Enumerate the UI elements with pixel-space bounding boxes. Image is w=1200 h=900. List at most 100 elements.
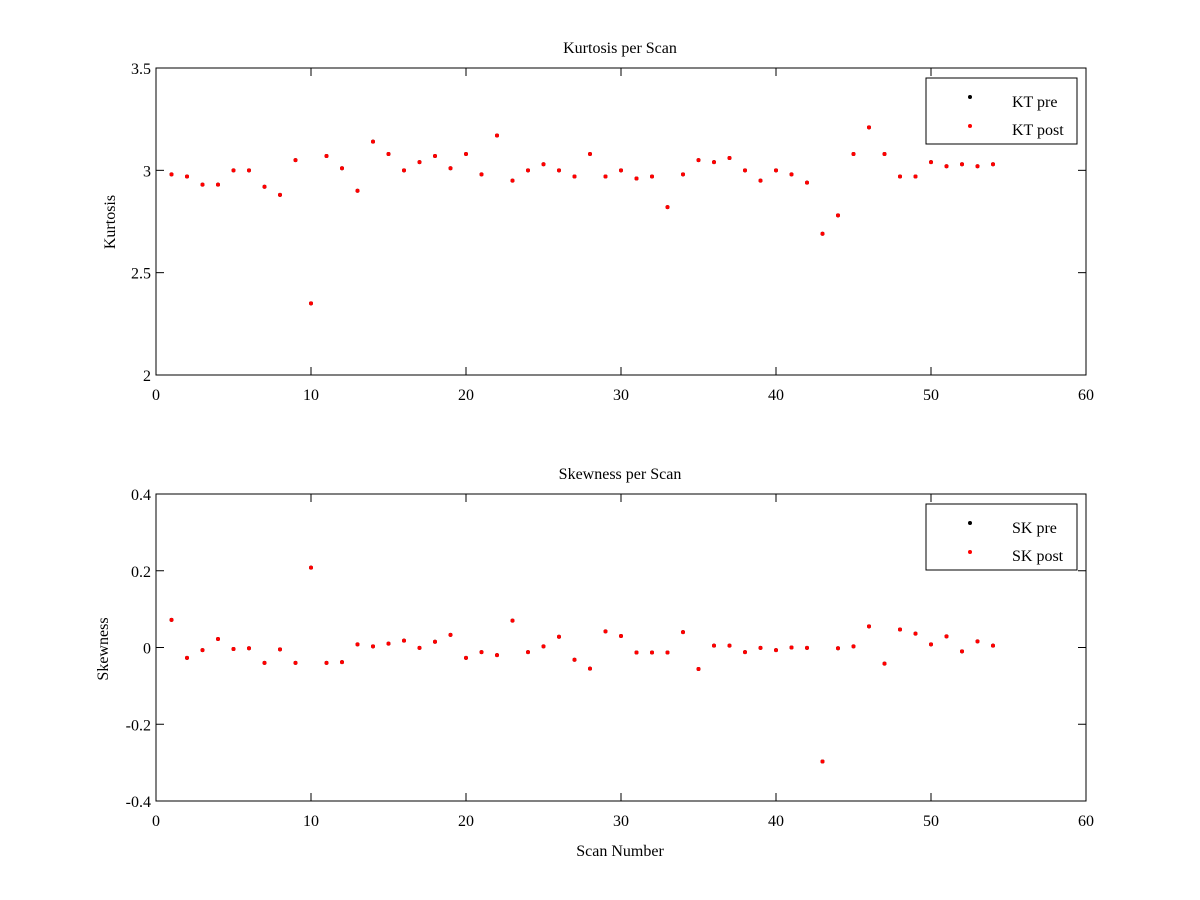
- skewness-point-post: [665, 650, 670, 655]
- skewness-point-post: [882, 661, 887, 666]
- kurtosis-point-post: [712, 160, 716, 165]
- kurtosis-point-post: [526, 168, 530, 173]
- kurtosis-point-post: [820, 231, 825, 236]
- kurtosis-point-post: [200, 182, 205, 187]
- skewness-point-post: [340, 660, 344, 665]
- kurtosis-point-post: [634, 176, 639, 181]
- kurtosis-legend: KT pre KT post: [925, 77, 1078, 145]
- kurtosis-panel: Kurtosis per Scan Kurtosis 0 10 20 30 40 50 60…: [102, 40, 1094, 404]
- kurtosis-point-post: [402, 168, 406, 173]
- kurtosis-points: [169, 125, 995, 306]
- kurtosis-point-post: [851, 151, 856, 156]
- skewness-x-tick-label: 60: [1078, 813, 1094, 830]
- kurtosis-x-tick-label: 40: [768, 387, 784, 404]
- skewness-point-post: [898, 627, 902, 632]
- skewness-legend-label-pre: SK pre: [1012, 520, 1057, 537]
- skewness-point-post: [727, 643, 732, 648]
- skewness-point-post: [758, 645, 763, 650]
- skewness-point-post: [975, 639, 980, 644]
- skewness-point-post: [231, 647, 236, 652]
- kurtosis-point-post: [185, 174, 189, 179]
- kurtosis-point-post: [696, 158, 701, 163]
- kurtosis-point-post: [681, 172, 685, 177]
- skewness-point-post: [200, 648, 205, 653]
- kurtosis-point-post: [898, 174, 902, 179]
- kurtosis-point-post: [464, 151, 468, 156]
- kurtosis-y-tick-label: 3: [143, 163, 151, 180]
- skewness-point-post: [696, 666, 701, 671]
- skewness-point-post: [681, 630, 685, 635]
- kurtosis-point-post: [216, 182, 220, 187]
- skewness-point-post: [960, 649, 964, 654]
- kurtosis-point-post: [340, 166, 344, 171]
- kurtosis-point-post: [293, 158, 298, 163]
- kurtosis-point-post: [588, 151, 592, 156]
- kurtosis-point-post: [619, 168, 623, 173]
- kurtosis-point-post: [758, 178, 763, 183]
- skewness-y-tick-label: 0: [143, 641, 151, 658]
- skewness-point-post: [417, 645, 422, 650]
- kurtosis-point-post: [386, 151, 391, 156]
- skewness-point-post: [913, 631, 918, 636]
- kurtosis-legend-label-pre: KT pre: [1012, 94, 1057, 111]
- kurtosis-point-post: [836, 213, 840, 218]
- skewness-x-axis-label: Scan Number: [576, 843, 664, 860]
- skewness-point-post: [278, 647, 282, 652]
- kurtosis-x-tick-label: 50: [923, 387, 939, 404]
- skewness-point-post: [743, 650, 747, 655]
- skewness-point-post: [944, 634, 949, 639]
- kurtosis-point-post: [169, 172, 174, 177]
- skewness-legend-box: [925, 503, 1078, 571]
- skewness-x-tick-label: 10: [303, 813, 319, 830]
- skewness-point-post: [495, 653, 499, 658]
- kurtosis-x-tick-label: 0: [152, 387, 160, 404]
- kurtosis-point-post: [309, 301, 313, 306]
- skewness-point-post: [541, 644, 546, 649]
- kurtosis-point-post: [929, 160, 933, 165]
- skewness-legend-label-post: SK post: [1012, 548, 1064, 565]
- skewness-point-post: [991, 643, 995, 648]
- skewness-point-post: [557, 634, 561, 639]
- kurtosis-point-post: [231, 168, 236, 173]
- kurtosis-point-post: [479, 172, 484, 177]
- skewness-y-tick-label: -0.4: [126, 794, 151, 811]
- skewness-legend: SK pre SK post: [925, 503, 1078, 571]
- kurtosis-legend-box: [925, 77, 1078, 145]
- kurtosis-legend-marker-pre: [968, 95, 972, 99]
- kurtosis-point-post: [960, 162, 964, 167]
- skewness-point-post: [789, 645, 794, 650]
- skewness-point-post: [820, 759, 825, 764]
- skewness-point-post: [929, 642, 933, 647]
- skewness-legend-marker-pre: [968, 521, 972, 525]
- skewness-point-post: [634, 650, 639, 655]
- skewness-point-post: [371, 644, 375, 649]
- kurtosis-title: Kurtosis per Scan: [563, 40, 677, 57]
- skewness-legend-marker-post: [968, 550, 972, 554]
- kurtosis-point-post: [665, 205, 670, 210]
- kurtosis-point-post: [324, 154, 329, 159]
- kurtosis-y-tick-label: 2.5: [131, 266, 151, 283]
- kurtosis-point-post: [495, 133, 499, 138]
- skewness-y-tick-label: 0.4: [131, 487, 151, 504]
- kurtosis-point-post: [867, 125, 871, 130]
- skewness-x-tick-label: 50: [923, 813, 939, 830]
- skewness-point-post: [309, 565, 313, 570]
- skewness-point-post: [603, 629, 608, 634]
- skewness-point-post: [526, 650, 530, 655]
- kurtosis-point-post: [789, 172, 794, 177]
- kurtosis-point-post: [975, 164, 980, 169]
- kurtosis-point-post: [882, 151, 887, 156]
- kurtosis-point-post: [247, 168, 251, 173]
- skewness-point-post: [464, 655, 468, 660]
- kurtosis-point-post: [603, 174, 608, 179]
- skewness-x-tick-label: 30: [613, 813, 629, 830]
- kurtosis-point-post: [991, 162, 995, 167]
- kurtosis-point-post: [371, 139, 375, 144]
- skewness-x-tick-label: 40: [768, 813, 784, 830]
- skewness-points: [169, 565, 995, 764]
- skewness-point-post: [324, 660, 329, 665]
- skewness-y-tick-label: -0.2: [126, 717, 151, 734]
- kurtosis-point-post: [913, 174, 918, 179]
